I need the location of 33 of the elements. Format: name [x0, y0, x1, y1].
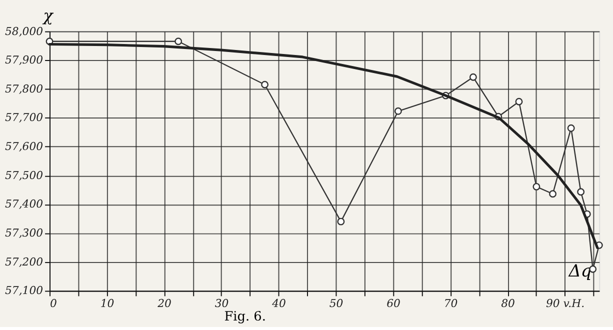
point — [261, 80, 269, 88]
point — [549, 190, 556, 198]
x-tick-label: 20 — [156, 297, 172, 310]
point — [532, 182, 540, 190]
y-tick-label: 57,800 — [5, 82, 44, 96]
x-axis-title: Δq — [568, 260, 592, 280]
point — [469, 73, 477, 81]
point — [174, 38, 182, 46]
point — [567, 124, 575, 132]
x-tick-label: 90 v.H. — [546, 297, 585, 310]
y-tick-label: 57,100 — [5, 284, 44, 298]
x-tick-label: 50 — [329, 297, 344, 310]
y-tick-label: 57,900 — [5, 54, 44, 67]
x-tick-label: 30 — [214, 297, 229, 310]
x-tick-label: 60 — [386, 297, 401, 310]
y-tick-label: 57,500 — [5, 168, 44, 182]
y-tick-label: 57,700 — [5, 111, 44, 124]
y-tick-label: 57,300 — [5, 226, 44, 240]
y-tick-label: 58,000 — [5, 24, 44, 38]
x-tick-label: 10 — [100, 297, 114, 310]
x-tick-label: 40 — [271, 297, 286, 310]
point — [337, 218, 345, 226]
x-tick-label: 80 — [501, 297, 516, 310]
y-tick-label: 57,600 — [5, 140, 44, 154]
x-tick-label: 70 — [444, 297, 458, 310]
y-axis-title: χ — [42, 6, 54, 25]
point — [394, 107, 402, 115]
point — [515, 98, 523, 106]
point — [577, 188, 585, 196]
caption: Fig. 6. — [224, 309, 266, 324]
y-tick-label: 57,200 — [5, 255, 44, 268]
y-tick-label: 57,400 — [5, 198, 44, 211]
x-tick-label: 0 — [50, 297, 58, 310]
